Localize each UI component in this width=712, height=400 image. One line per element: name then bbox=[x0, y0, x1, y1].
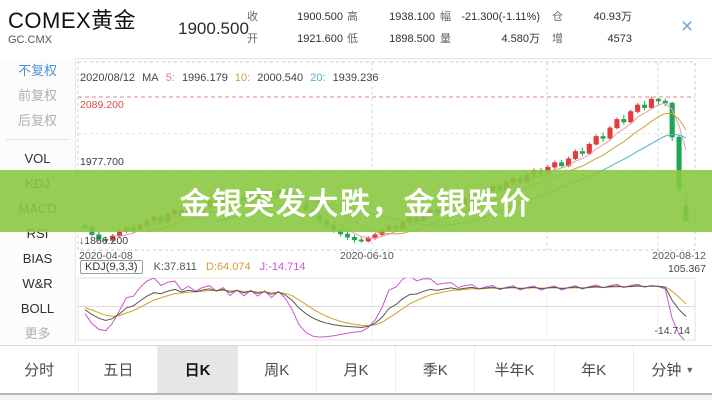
ma10-value: 2000.540 bbox=[257, 72, 304, 84]
close-icon[interactable]: × bbox=[680, 15, 694, 38]
stat-label: 收 bbox=[247, 11, 258, 23]
ma5-value: 1996.179 bbox=[181, 72, 228, 84]
axis-max-label: 2089.200 bbox=[80, 99, 124, 111]
stat-label: 增 bbox=[552, 33, 563, 45]
last-price: 1900.500 bbox=[178, 19, 249, 38]
stat-label: 幅 bbox=[440, 11, 451, 23]
ma-info-line: 2020/08/12 MA 5: 1996.179 10: 2000.540 2… bbox=[80, 72, 382, 84]
stat-row: 增 4573 bbox=[552, 28, 632, 50]
stat-row: 仓 40.93万 bbox=[552, 6, 632, 28]
kdj-min-label: -14.714 bbox=[654, 325, 690, 337]
instrument-symbol: GC.CMX bbox=[8, 34, 52, 46]
tab-周K[interactable]: 周K bbox=[238, 346, 317, 393]
sidebar-divider bbox=[6, 139, 69, 140]
stat-value: 1921.600 bbox=[297, 33, 343, 45]
tab-label: 分钟 bbox=[651, 362, 682, 379]
kdj-j-value: J:-14.714 bbox=[259, 261, 306, 273]
stat-label: 高 bbox=[347, 11, 358, 23]
tab-半年K[interactable]: 半年K bbox=[475, 346, 555, 393]
kdj-legend: KDJ(9,3,3) K:37.811 D:64.074 J:-14.714 bbox=[80, 260, 312, 274]
ma-prefix: MA bbox=[142, 72, 159, 84]
ma20-value: 1939.236 bbox=[332, 72, 379, 84]
kdj-k-value: K:37.811 bbox=[153, 261, 197, 273]
ma20-label: 20: bbox=[310, 72, 326, 84]
stat-column: 高 1938.100 低 1898.500 bbox=[347, 6, 435, 52]
tab-label: 周K bbox=[264, 362, 290, 379]
stat-value: 1900.500 bbox=[297, 11, 343, 23]
stat-value: -21.300(-1.11%) bbox=[461, 11, 540, 23]
tab-分时[interactable]: 分时 bbox=[0, 346, 80, 393]
sidebar-item-[interactable]: 前复权 bbox=[17, 88, 57, 103]
stat-label: 低 bbox=[347, 33, 358, 45]
date-left: 2020-04-08 bbox=[79, 250, 133, 262]
tab-label: 日K bbox=[184, 362, 211, 379]
stat-row: 开 1921.600 bbox=[247, 28, 343, 50]
stat-column: 幅 -21.300(-1.11%) 量 4.580万 bbox=[440, 6, 540, 52]
stat-row: 高 1938.100 bbox=[347, 6, 435, 28]
stat-label: 仓 bbox=[552, 11, 563, 23]
tab-label: 月K bbox=[343, 362, 369, 379]
bottom-strip bbox=[0, 395, 712, 400]
cursor-date: 2020/08/12 bbox=[80, 72, 136, 84]
tab-label: 半年K bbox=[494, 362, 535, 379]
sidebar-item-[interactable]: 后复权 bbox=[17, 113, 57, 128]
kdj-d-value: D:64.074 bbox=[205, 261, 251, 273]
date-mid: 2020-06-10 bbox=[340, 250, 394, 262]
news-banner-text: 金银突发大跌，金银跌价 bbox=[180, 188, 532, 221]
tab-五日[interactable]: 五日 bbox=[79, 346, 159, 393]
sidebar-item-[interactable]: 不复权 bbox=[17, 63, 57, 78]
stat-value: 1898.500 bbox=[389, 33, 435, 45]
period-tabbar: 分时 五日 日K 周K 月K 季K 半年K 年K 分钟 ▼ bbox=[0, 345, 712, 395]
sidebar-item-bias[interactable]: BIAS bbox=[22, 251, 53, 266]
ma10-label: 10: bbox=[234, 72, 251, 84]
tab-分钟[interactable]: 分钟 ▼ bbox=[634, 346, 712, 393]
stat-row: 量 4.580万 bbox=[440, 28, 540, 50]
stat-value: 4.580万 bbox=[501, 33, 540, 45]
sidebar-item-boll[interactable]: BOLL bbox=[20, 301, 55, 316]
quote-header: COMEX黄金 GC.CMX 1900.500 收 1900.500 开 1921.6… bbox=[0, 0, 712, 59]
axis-mid-label: 1977.700 bbox=[80, 156, 124, 168]
stat-label: 开 bbox=[247, 33, 258, 45]
stat-column: 收 1900.500 开 1921.600 bbox=[247, 6, 343, 52]
news-banner[interactable]: 金银突发大跌，金银跌价 bbox=[0, 170, 712, 232]
stat-row: 低 1898.500 bbox=[347, 28, 435, 50]
stat-value: 4573 bbox=[607, 33, 632, 45]
instrument-title: COMEX黄金 bbox=[8, 8, 137, 33]
kdj-max-label: 105.367 bbox=[668, 263, 706, 275]
stat-row: 收 1900.500 bbox=[247, 6, 343, 28]
tab-label: 分时 bbox=[24, 362, 55, 379]
tab-label: 五日 bbox=[103, 362, 134, 379]
sidebar-item-wr[interactable]: W&R bbox=[22, 276, 53, 291]
stat-value: 40.93万 bbox=[593, 11, 632, 23]
stat-label: 量 bbox=[440, 33, 451, 45]
chevron-down-icon: ▼ bbox=[685, 364, 695, 375]
tab-年K[interactable]: 年K bbox=[555, 346, 634, 393]
date-right: 2020-08-12 bbox=[652, 250, 706, 262]
sidebar-item-vol[interactable]: VOL bbox=[24, 151, 51, 166]
tab-label: 季K bbox=[422, 362, 448, 379]
ma5-label: 5: bbox=[165, 72, 175, 84]
stat-value: 1938.100 bbox=[389, 11, 435, 23]
sidebar-item-[interactable]: 更多 bbox=[24, 326, 51, 341]
tab-label: 年K bbox=[581, 362, 607, 379]
axis-min-label: ↓1866.200 bbox=[79, 235, 129, 247]
tab-日K[interactable]: 日K bbox=[158, 346, 238, 393]
tab-季K[interactable]: 季K bbox=[396, 346, 476, 393]
stat-row: 幅 -21.300(-1.11%) bbox=[440, 6, 540, 28]
tab-月K[interactable]: 月K bbox=[317, 346, 397, 393]
stat-column: 仓 40.93万增 4573 bbox=[552, 6, 632, 52]
kdj-name[interactable]: KDJ(9,3,3) bbox=[80, 260, 143, 274]
